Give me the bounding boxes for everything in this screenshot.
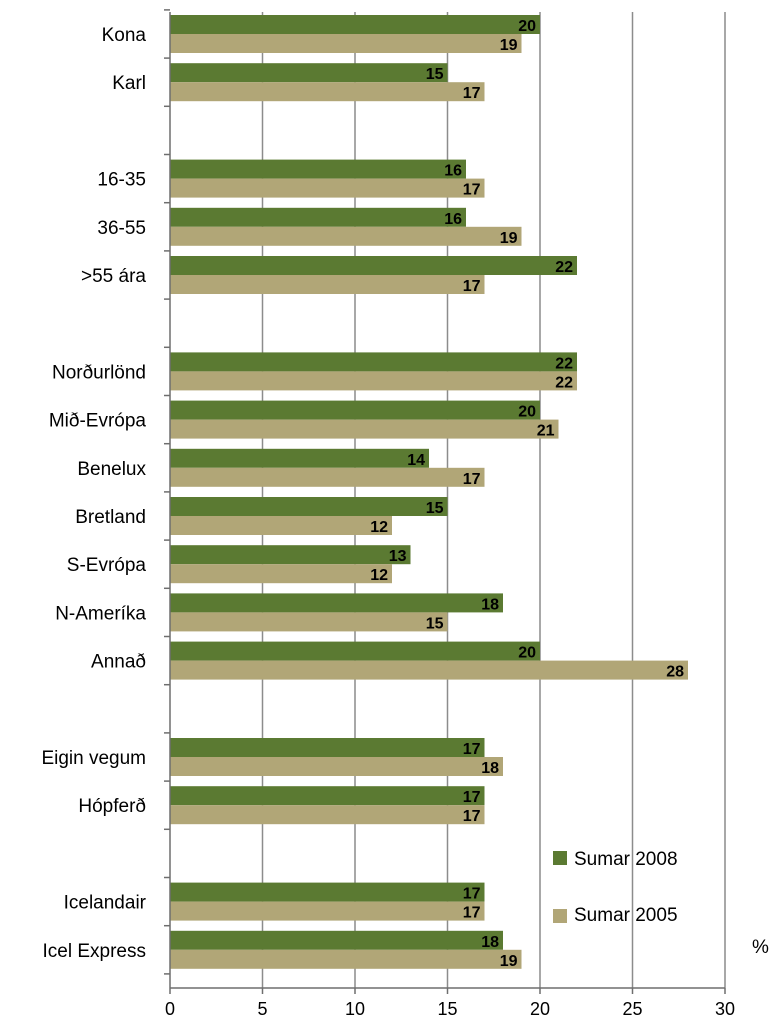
bar-sumar-2008-s-evrópa [170, 545, 411, 565]
data-label-sumar-2005-hópferð: 17 [463, 808, 481, 825]
bar-sumar-2008-16-35 [170, 159, 466, 179]
data-label-sumar-2005-kona: 19 [500, 37, 518, 54]
data-label-sumar-2008-s-evrópa: 13 [389, 548, 407, 565]
bar-sumar-2005-55-ára [170, 275, 485, 294]
category-label-n-ameríka: N-Ameríka [55, 603, 146, 624]
category-label-55-ára: >55 ára [81, 266, 146, 287]
bar-sumar-2005-icel-express [170, 949, 522, 969]
bar-sumar-2008-icelandair [170, 882, 485, 902]
data-label-sumar-2008-icelandair: 17 [463, 886, 481, 903]
data-label-sumar-2005-36-55: 19 [500, 230, 518, 247]
legend-label-sumar-2005: Sumar 2005 [574, 905, 678, 926]
x-tick-label-30: 30 [715, 999, 735, 1019]
bar-sumar-2005-eigin-vegum [170, 757, 503, 776]
data-label-sumar-2008-karl: 15 [426, 66, 444, 83]
bar-sumar-2008-n-ameríka [170, 593, 503, 613]
bars [170, 15, 688, 969]
data-label-sumar-2005-karl: 17 [463, 85, 481, 102]
data-label-sumar-2005-bretland: 12 [370, 519, 388, 536]
category-label-36-55: 36-55 [97, 218, 146, 239]
x-axis-unit-label: % [752, 937, 769, 958]
bar-sumar-2008-bretland [170, 497, 448, 516]
data-label-sumar-2005-annað: 28 [666, 664, 684, 681]
bar-sumar-2005-n-ameríka [170, 612, 448, 632]
data-label-sumar-2008-eigin-vegum: 17 [463, 741, 481, 758]
x-tick-label-20: 20 [530, 999, 550, 1019]
category-label-eigin-vegum: Eigin vegum [41, 748, 146, 769]
bar-sumar-2005-norðurlönd [170, 371, 577, 391]
bar-sumar-2005-mið-evrópa [170, 419, 559, 439]
bar-sumar-2008-benelux [170, 448, 429, 468]
data-label-sumar-2008-icel-express: 18 [481, 934, 499, 951]
data-label-sumar-2005-norðurlönd: 22 [555, 374, 573, 391]
data-label-sumar-2008-n-ameríka: 18 [481, 596, 499, 613]
bar-sumar-2008-eigin-vegum [170, 738, 485, 757]
category-label-karl: Karl [112, 73, 146, 94]
x-tick-label-5: 5 [257, 999, 267, 1019]
data-label-sumar-2005-eigin-vegum: 18 [481, 760, 499, 777]
x-tick-label-15: 15 [437, 999, 457, 1019]
legend: Sumar 2008 Sumar 2005 [553, 849, 678, 926]
category-label-mið-evrópa: Mið-Evrópa [49, 411, 147, 432]
x-tick-label-0: 0 [165, 999, 175, 1019]
bar-sumar-2005-karl [170, 82, 485, 102]
data-label-sumar-2008-kona: 20 [518, 18, 536, 35]
bar-sumar-2008-karl [170, 63, 448, 83]
bar-sumar-2008-norðurlönd [170, 352, 577, 372]
category-label-icel-express: Icel Express [43, 941, 146, 962]
bar-sumar-2008-mið-evrópa [170, 400, 540, 420]
data-label-sumar-2005-55-ára: 17 [463, 278, 481, 295]
bar-sumar-2008-annað [170, 641, 540, 661]
bar-sumar-2008-icel-express [170, 930, 503, 950]
legend-label-sumar-2008: Sumar 2008 [574, 849, 678, 870]
bar-sumar-2005-kona [170, 34, 522, 53]
category-label-16-35: 16-35 [97, 170, 146, 191]
axes [164, 9, 726, 994]
data-label-sumar-2005-16-35: 17 [463, 182, 481, 199]
data-label-sumar-2005-s-evrópa: 12 [370, 567, 388, 584]
bar-sumar-2005-s-evrópa [170, 564, 392, 584]
category-label-bretland: Bretland [75, 507, 146, 528]
category-label-norðurlönd: Norðurlönd [52, 362, 146, 383]
x-tick-label-25: 25 [622, 999, 642, 1019]
x-tick-label-10: 10 [345, 999, 365, 1019]
category-label-s-evrópa: S-Evrópa [67, 555, 147, 576]
bar-sumar-2005-benelux [170, 467, 485, 487]
data-label-sumar-2008-hópferð: 17 [463, 789, 481, 806]
data-label-sumar-2005-benelux: 17 [463, 471, 481, 488]
data-label-sumar-2008-mið-evrópa: 20 [518, 404, 536, 421]
bar-sumar-2005-icelandair [170, 901, 485, 921]
bar-sumar-2008-kona [170, 15, 540, 34]
bar-sumar-2005-16-35 [170, 178, 485, 198]
bar-sumar-2005-bretland [170, 516, 392, 535]
category-label-benelux: Benelux [77, 459, 146, 480]
category-label-kona: Kona [102, 25, 147, 46]
category-label-annað: Annað [91, 652, 146, 673]
data-label-sumar-2008-norðurlönd: 22 [555, 355, 573, 372]
data-label-sumar-2005-icel-express: 19 [500, 953, 518, 970]
data-label-sumar-2008-annað: 20 [518, 645, 536, 662]
data-label-sumar-2008-55-ára: 22 [555, 259, 573, 276]
bar-sumar-2005-36-55 [170, 226, 522, 246]
labels: 2019Kona1517Karl161716-35161936-552217>5… [41, 18, 735, 1019]
data-label-sumar-2008-16-35: 16 [444, 163, 462, 180]
bar-sumar-2008-55-ára [170, 256, 577, 275]
bar-sumar-2005-annað [170, 660, 688, 680]
data-label-sumar-2008-benelux: 14 [407, 452, 425, 469]
legend-swatch-sumar-2008 [553, 851, 567, 865]
data-label-sumar-2005-icelandair: 17 [463, 905, 481, 922]
data-label-sumar-2005-mið-evrópa: 21 [537, 423, 555, 440]
bar-sumar-2008-36-55 [170, 207, 466, 227]
legend-swatch-sumar-2005 [553, 909, 567, 923]
category-label-hópferð: Hópferð [78, 796, 146, 817]
data-label-sumar-2005-n-ameríka: 15 [426, 615, 444, 632]
category-label-icelandair: Icelandair [64, 893, 147, 914]
data-label-sumar-2008-bretland: 15 [426, 500, 444, 517]
data-label-sumar-2008-36-55: 16 [444, 211, 462, 228]
bar-sumar-2005-hópferð [170, 805, 485, 825]
bar-sumar-2008-hópferð [170, 786, 485, 806]
